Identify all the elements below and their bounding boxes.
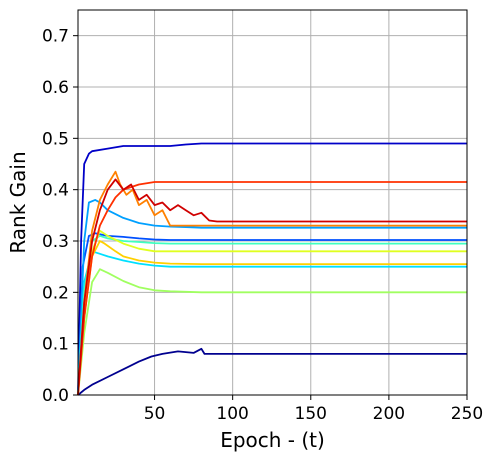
series-line bbox=[77, 181, 467, 396]
x-tick-label: 150 bbox=[295, 404, 327, 424]
y-axis-label: Rank Gain bbox=[6, 151, 30, 253]
y-tick-label: 0.2 bbox=[42, 283, 69, 303]
series-line bbox=[77, 178, 467, 396]
series-line bbox=[77, 232, 467, 396]
plot-frame bbox=[77, 9, 468, 396]
y-axis-ticks: 0.0 0.1 0.2 0.3 0.4 0.5 0.6 0.7 bbox=[42, 27, 78, 406]
x-tick-label: 250 bbox=[451, 404, 483, 424]
series-line bbox=[77, 170, 467, 396]
x-axis-label: Epoch - (t) bbox=[220, 428, 325, 452]
series-line bbox=[77, 347, 467, 396]
y-tick-label: 0.7 bbox=[42, 27, 69, 47]
series-line bbox=[77, 240, 467, 396]
series-line bbox=[77, 142, 467, 396]
y-tick-label: 0.1 bbox=[42, 335, 69, 355]
y-tick-label: 0.6 bbox=[42, 78, 69, 98]
series-line bbox=[77, 198, 467, 396]
x-tick-label: 50 bbox=[144, 404, 166, 424]
x-tick-label: 100 bbox=[216, 404, 248, 424]
y-tick-label: 0.5 bbox=[42, 129, 69, 149]
series-line bbox=[77, 234, 467, 396]
y-tick-label: 0.4 bbox=[42, 181, 69, 201]
x-axis-ticks: 50 100 150 200 250 bbox=[144, 395, 483, 424]
x-tick-label: 200 bbox=[373, 404, 405, 424]
series-line bbox=[77, 268, 467, 396]
y-tick-label: 0.0 bbox=[42, 386, 69, 406]
y-tick-label: 0.3 bbox=[42, 232, 69, 252]
series-lines bbox=[77, 142, 467, 396]
